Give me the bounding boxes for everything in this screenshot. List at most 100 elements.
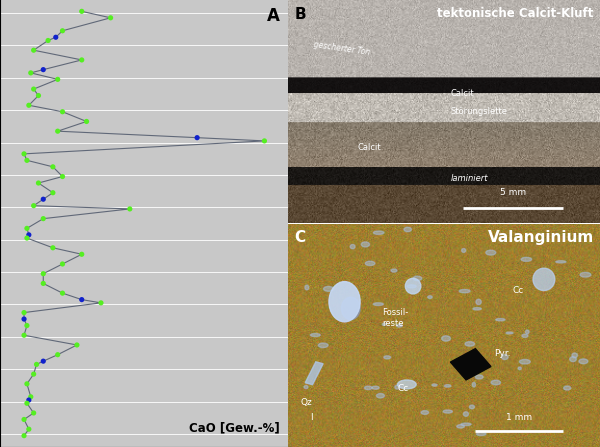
Point: [58, 173, 67, 180]
Point: [77, 251, 86, 258]
Text: Valanginium: Valanginium: [488, 230, 594, 245]
Point: [34, 179, 43, 186]
Ellipse shape: [502, 354, 508, 359]
Point: [22, 225, 32, 232]
Text: Cc: Cc: [513, 286, 524, 295]
Text: 1 mm: 1 mm: [506, 413, 532, 422]
Ellipse shape: [556, 261, 566, 263]
Ellipse shape: [465, 342, 475, 346]
Point: [24, 426, 34, 433]
Point: [38, 196, 48, 203]
Ellipse shape: [461, 249, 466, 253]
Ellipse shape: [405, 278, 421, 294]
Point: [48, 244, 58, 251]
Ellipse shape: [421, 411, 428, 414]
Ellipse shape: [391, 269, 397, 272]
Ellipse shape: [373, 303, 383, 306]
Point: [72, 342, 82, 349]
Text: C: C: [295, 230, 306, 245]
Ellipse shape: [404, 227, 412, 232]
Point: [19, 309, 29, 316]
Point: [29, 46, 38, 54]
Ellipse shape: [506, 332, 513, 334]
Ellipse shape: [475, 375, 483, 379]
Bar: [305, 362, 323, 385]
Point: [34, 92, 43, 99]
Point: [53, 351, 62, 358]
Ellipse shape: [341, 297, 360, 320]
Ellipse shape: [310, 333, 320, 337]
Text: CaO [Gew.-%]: CaO [Gew.-%]: [189, 422, 280, 434]
Point: [29, 371, 38, 378]
Text: Calcit: Calcit: [451, 89, 474, 98]
Point: [38, 215, 48, 222]
Point: [29, 409, 38, 417]
Text: I: I: [310, 413, 313, 422]
Point: [48, 163, 58, 170]
Ellipse shape: [496, 318, 505, 321]
Text: A: A: [267, 7, 280, 25]
Ellipse shape: [442, 336, 451, 341]
Ellipse shape: [318, 343, 328, 348]
Ellipse shape: [486, 250, 496, 255]
Ellipse shape: [432, 384, 437, 386]
Point: [38, 358, 48, 365]
Text: Störungslette: Störungslette: [451, 107, 508, 116]
Ellipse shape: [563, 386, 571, 390]
Point: [106, 14, 115, 21]
Point: [19, 316, 29, 323]
Ellipse shape: [491, 380, 500, 385]
Ellipse shape: [569, 357, 576, 362]
Ellipse shape: [469, 405, 475, 409]
Point: [77, 56, 86, 63]
Point: [48, 189, 58, 196]
Ellipse shape: [323, 287, 334, 291]
Polygon shape: [451, 349, 491, 380]
Ellipse shape: [473, 308, 481, 310]
Point: [22, 322, 32, 329]
Point: [53, 127, 62, 135]
Text: gescherter Ton: gescherter Ton: [313, 40, 371, 57]
Ellipse shape: [476, 299, 481, 304]
Ellipse shape: [526, 330, 529, 334]
Ellipse shape: [533, 268, 555, 291]
Text: tektonische Calcit-Kluft: tektonische Calcit-Kluft: [437, 7, 594, 20]
Text: Qz: Qz: [301, 398, 313, 407]
Ellipse shape: [304, 385, 308, 388]
Point: [22, 157, 32, 164]
Ellipse shape: [382, 323, 386, 325]
Point: [19, 332, 29, 339]
Point: [38, 270, 48, 277]
Point: [58, 290, 67, 297]
Point: [32, 361, 41, 368]
Ellipse shape: [521, 257, 532, 261]
Point: [26, 393, 35, 401]
Point: [29, 85, 38, 93]
Point: [38, 280, 48, 287]
Ellipse shape: [350, 245, 355, 249]
Ellipse shape: [376, 393, 385, 398]
Text: Fossil-
reste: Fossil- reste: [382, 308, 408, 328]
Point: [22, 380, 32, 388]
Point: [26, 69, 35, 76]
Ellipse shape: [457, 425, 464, 428]
Point: [125, 205, 134, 212]
Ellipse shape: [580, 272, 591, 277]
Point: [53, 76, 62, 83]
Point: [24, 231, 34, 238]
Ellipse shape: [443, 410, 452, 413]
Point: [22, 235, 32, 242]
Point: [22, 400, 32, 407]
Ellipse shape: [329, 282, 360, 322]
Text: Calcit: Calcit: [357, 143, 380, 152]
Point: [24, 396, 34, 404]
Ellipse shape: [463, 412, 469, 416]
Text: Pyr.: Pyr.: [494, 349, 511, 358]
Point: [29, 202, 38, 209]
Point: [19, 150, 29, 157]
Point: [58, 261, 67, 268]
Point: [51, 34, 61, 41]
Text: B: B: [295, 7, 307, 22]
Point: [38, 66, 48, 73]
Point: [19, 432, 29, 439]
